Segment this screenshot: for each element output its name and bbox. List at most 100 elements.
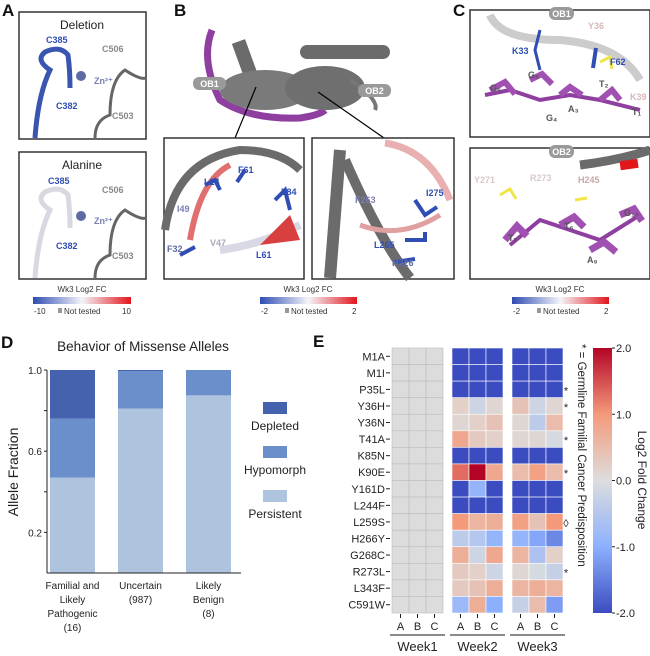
heatmap-cell bbox=[485, 364, 504, 382]
heatmap-cell bbox=[511, 380, 530, 398]
residue-label: A₉ bbox=[587, 255, 598, 265]
ob1-label: OB1 bbox=[552, 9, 571, 19]
row-label: Y36N bbox=[357, 418, 385, 430]
group-label: Week2 bbox=[457, 639, 497, 654]
heatmap-cell bbox=[545, 380, 564, 398]
germline-note: * = Germline Familial Cancer Predisposit… bbox=[575, 344, 587, 567]
heatmap-cell bbox=[408, 480, 427, 498]
residue-label: T₇ bbox=[508, 233, 517, 243]
residue-label: F32 bbox=[167, 244, 183, 254]
column-label: C bbox=[491, 621, 499, 633]
x-tick-label: Likely bbox=[196, 581, 222, 592]
panel-a-alanine: Alanine C385 C506 Zn²⁺ C382 C503 bbox=[18, 151, 147, 280]
heatmap-cell bbox=[425, 496, 444, 514]
heatmap-cell bbox=[451, 546, 470, 564]
chart-d-plot: Familial and Likely Pathogenic (16) Uncertai… bbox=[28, 366, 241, 634]
heatmap-cell bbox=[451, 596, 470, 614]
residue-label: G₄ bbox=[546, 113, 557, 123]
heatmap-cell bbox=[425, 413, 444, 432]
heatmap-cell bbox=[408, 513, 427, 531]
heatmap-cell bbox=[451, 430, 470, 448]
heatmap-cell bbox=[528, 463, 547, 481]
residue-label: F61 bbox=[238, 165, 254, 175]
heatmap-cell bbox=[425, 364, 444, 382]
residue-label: C385 bbox=[46, 35, 68, 45]
heatmap-cell bbox=[391, 596, 410, 614]
heatmap-cell bbox=[545, 413, 564, 432]
zinc-ion bbox=[76, 71, 86, 81]
chart-d-legend: Depleted Hypomorph Persistent bbox=[244, 402, 306, 521]
heatmap-cell bbox=[468, 563, 487, 581]
panel-b-inset-ob1: F61 L14 L84 I49 V47 F32 L61 bbox=[161, 137, 305, 280]
colorbar-max: 2 bbox=[352, 307, 357, 316]
ob2-label: OB2 bbox=[365, 86, 384, 96]
heatmap-cell bbox=[425, 579, 444, 597]
row-label: K85N bbox=[357, 451, 385, 463]
heatmap-cell bbox=[511, 364, 530, 382]
heatmap-cell bbox=[511, 463, 530, 481]
heatmap-cell bbox=[545, 430, 564, 448]
y-tick-label: 1.0 bbox=[28, 366, 42, 377]
row-label: H266Y bbox=[351, 533, 385, 545]
residue-label: G₅ bbox=[528, 70, 539, 80]
heatmap-cell bbox=[545, 447, 564, 465]
heatmap-cell bbox=[545, 563, 564, 581]
residue-label: T₆ bbox=[564, 221, 574, 231]
heatmap-cell bbox=[408, 496, 427, 514]
heatmap-cell bbox=[528, 513, 547, 531]
heatmap-cell bbox=[451, 397, 470, 415]
colorbar-title: Wk3 Log2 FC bbox=[58, 285, 107, 294]
heatmap-cell bbox=[451, 413, 470, 432]
heatmap-cell bbox=[511, 529, 530, 548]
heatmap-cell bbox=[391, 430, 410, 448]
bar-depleted bbox=[118, 370, 163, 372]
x-tick-label: Pathogenic bbox=[47, 609, 97, 620]
bar-persistent bbox=[50, 477, 95, 573]
heatmap-cell bbox=[468, 579, 487, 597]
y-tick-label: 0.6 bbox=[28, 447, 42, 458]
column-label: B bbox=[414, 621, 421, 633]
heatmap-cell bbox=[485, 496, 504, 514]
residue-label: Y271 bbox=[474, 175, 495, 185]
alanine-title: Alanine bbox=[62, 158, 102, 172]
heatmap-cell bbox=[485, 397, 504, 415]
heatmap-cell bbox=[451, 496, 470, 514]
heatmap-cell bbox=[451, 480, 470, 498]
heatmap-cell bbox=[425, 347, 444, 365]
x-tick-label: Uncertain bbox=[119, 581, 162, 592]
residue-label: H245 bbox=[578, 175, 600, 185]
heatmap-cell bbox=[545, 480, 564, 498]
heatmap-cell bbox=[468, 430, 487, 448]
residue-label: L265 bbox=[374, 240, 395, 250]
heatmap-cell bbox=[425, 380, 444, 398]
heatmap-cell bbox=[468, 596, 487, 614]
colorbar-tick-label: 1.0 bbox=[616, 409, 631, 421]
residue-label: R273 bbox=[530, 173, 552, 183]
residue-label: I275 bbox=[426, 188, 444, 198]
legend-swatch bbox=[263, 490, 287, 502]
row-label: P35L bbox=[359, 384, 385, 396]
heatmap-cell bbox=[408, 579, 427, 597]
heatmap-cell bbox=[545, 579, 564, 597]
not-tested-label: Not tested bbox=[543, 307, 579, 316]
heatmap-cell bbox=[391, 496, 410, 514]
heatmap-cell bbox=[408, 364, 427, 382]
heatmap-cell bbox=[511, 513, 530, 531]
row-label: M1I bbox=[367, 368, 385, 380]
heatmap-cell bbox=[485, 546, 504, 564]
residue-label: F62 bbox=[610, 57, 626, 67]
heatmap-cell bbox=[528, 579, 547, 597]
heatmap-cell bbox=[425, 463, 444, 481]
germline-marker: * bbox=[564, 468, 569, 480]
y-tick-label: 0.2 bbox=[28, 528, 42, 539]
x-tick-label: (8) bbox=[202, 609, 214, 620]
heatmap-cell bbox=[391, 529, 410, 548]
residue-label: A₃ bbox=[568, 104, 579, 114]
row-label: C591W bbox=[348, 600, 385, 612]
heatmap-cell bbox=[391, 347, 410, 365]
heatmap-cell bbox=[468, 529, 487, 548]
bar-persistent bbox=[118, 408, 163, 573]
residue-label: Y36 bbox=[588, 21, 604, 31]
column-label: A bbox=[457, 621, 465, 633]
